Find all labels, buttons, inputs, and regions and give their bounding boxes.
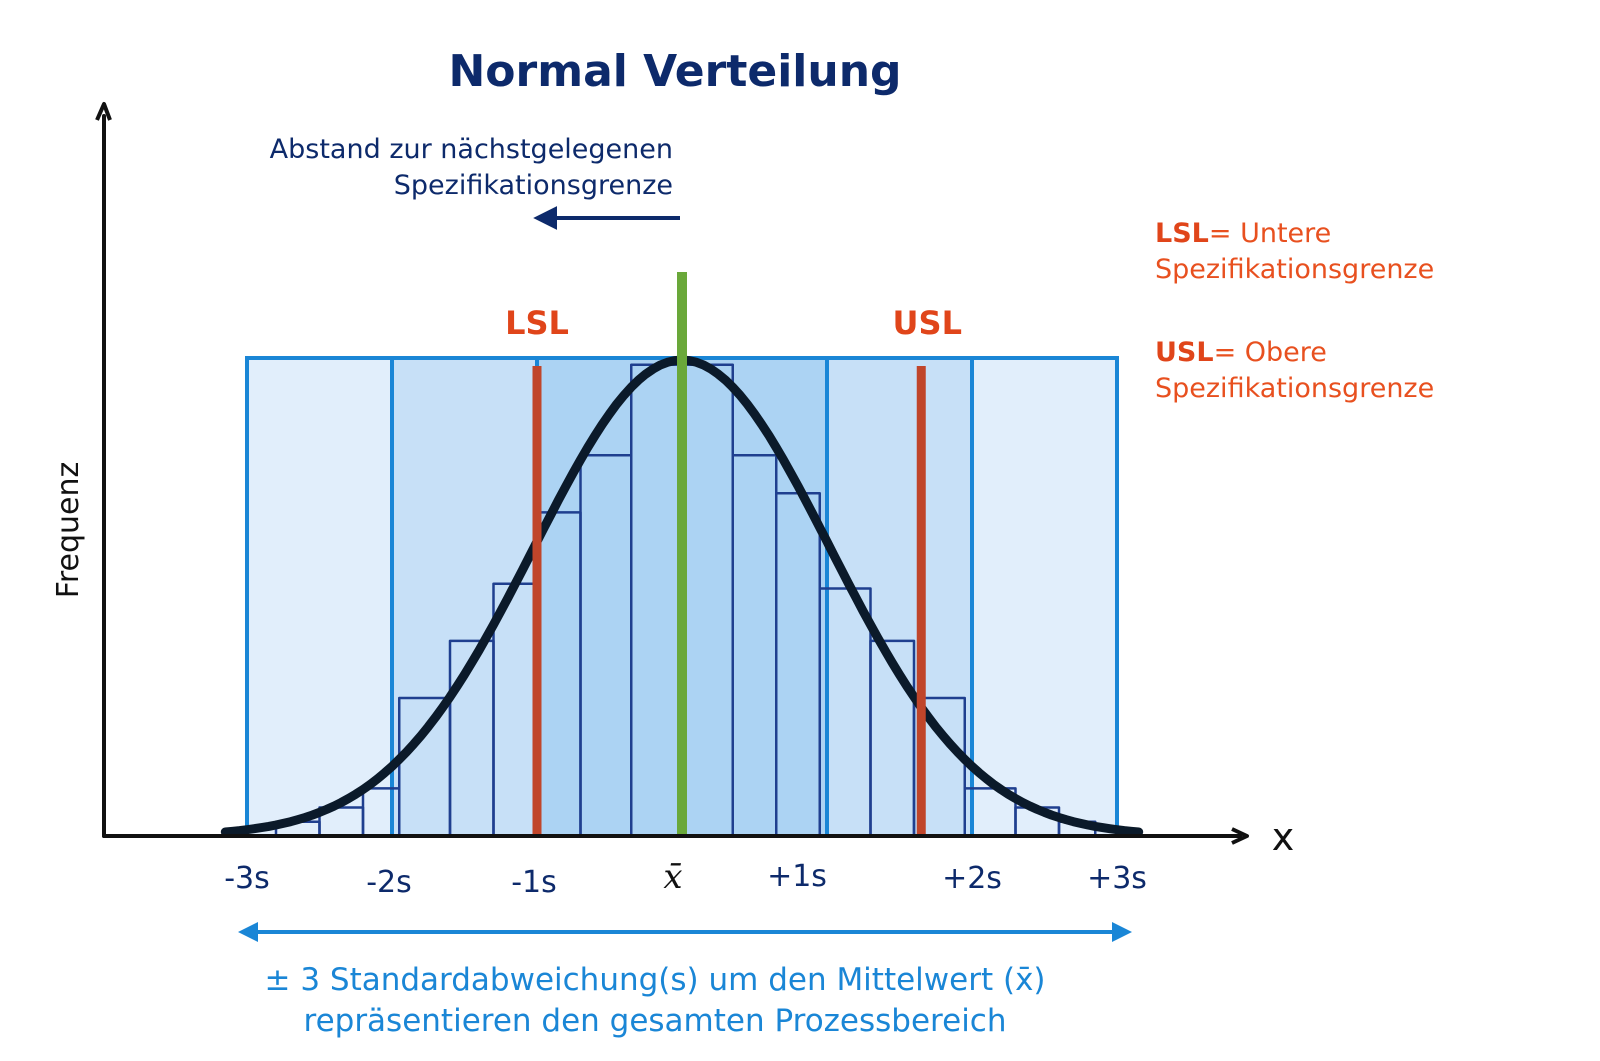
x-axis-label: x [1272,815,1295,859]
caption-line-1: ± 3 Standardabweichung(s) um den Mittelw… [264,962,1045,998]
histogram-bin [912,696,966,836]
chart-title: Normal Verteilung [448,46,901,97]
x-axis-arrow-icon [1231,827,1249,845]
x-tick-labels: -3s -2s -1s x̄ +1s +2s +3s [224,857,1147,900]
distance-note-line-1: Abstand zur nächstgelegenen [270,134,673,165]
legend-lsl-text-2: Spezifikationsgrenze [1155,254,1434,285]
x-axis [102,833,1242,839]
x-tick-mean: x̄ [663,857,682,897]
x-tick-label: +2s [942,861,1002,896]
legend-lsl: LSL= Untere [1155,218,1331,249]
legend-usl-text-2: Spezifikationsgrenze [1155,373,1434,404]
legend-lsl-text: = Untere [1209,218,1331,249]
y-axis [101,114,107,838]
x-tick-label: -3s [224,861,270,896]
y-axis-label: Frequenz [51,462,86,598]
caption-line-2: repräsentieren den gesamten Prozessberei… [304,1003,1007,1039]
usl-label: USL [893,304,962,342]
x-tick-label: +3s [1087,861,1147,896]
legend-lsl-key: LSL [1155,218,1209,249]
lsl-label: LSL [505,304,569,342]
distance-note-line-2: Spezifikationsgrenze [394,170,673,201]
legend-usl-key: USL [1155,337,1214,368]
x-tick-label: -2s [366,865,412,900]
y-axis-arrow-icon [95,102,112,121]
x-tick-label: -1s [511,865,557,900]
legend-usl-text: = Obere [1214,337,1327,368]
x-tick-label: +1s [767,859,827,894]
legend-usl: USL= Obere [1155,337,1327,368]
